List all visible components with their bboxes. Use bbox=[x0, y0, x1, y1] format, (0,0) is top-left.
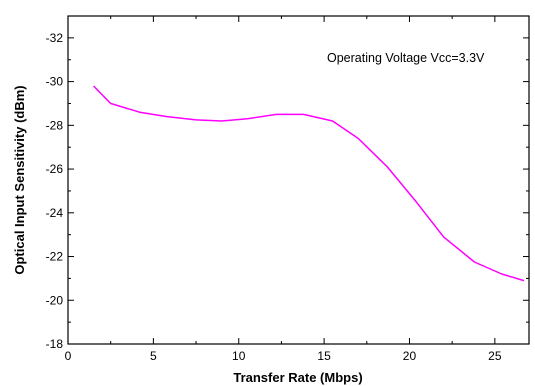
series-line bbox=[93, 85, 525, 282]
y-tick-label: -26 bbox=[46, 162, 64, 176]
y-tick-label: -28 bbox=[46, 118, 64, 132]
y-tick-labels: -32 -30 -28 -26 -24 -22 -20 -18 bbox=[46, 31, 64, 351]
x-tick-label: 15 bbox=[317, 349, 331, 363]
tick-marks bbox=[67, 15, 529, 345]
y-tick-label: -20 bbox=[46, 293, 64, 307]
chart-annotation: Operating Voltage Vcc=3.3V bbox=[327, 51, 485, 65]
x-tick-label: 5 bbox=[150, 349, 157, 363]
y-tick-label: -24 bbox=[46, 206, 64, 220]
y-tick-label: -22 bbox=[46, 250, 64, 264]
y-tick-label: -32 bbox=[46, 31, 64, 45]
series-layer bbox=[93, 85, 525, 282]
x-tick-labels: 0 5 10 15 20 25 bbox=[65, 349, 502, 363]
x-axis-title: Transfer Rate (Mbps) bbox=[233, 370, 362, 385]
y-tick-label: -18 bbox=[46, 337, 64, 351]
x-tick-label: 10 bbox=[232, 349, 246, 363]
x-tick-label: 25 bbox=[488, 349, 502, 363]
y-axis-title: Optical Input Sensitivity (dBm) bbox=[12, 85, 27, 274]
x-tick-label: 20 bbox=[403, 349, 417, 363]
x-tick-label: 0 bbox=[65, 349, 72, 363]
y-tick-label: -30 bbox=[46, 75, 64, 89]
plot-frame bbox=[67, 15, 530, 345]
